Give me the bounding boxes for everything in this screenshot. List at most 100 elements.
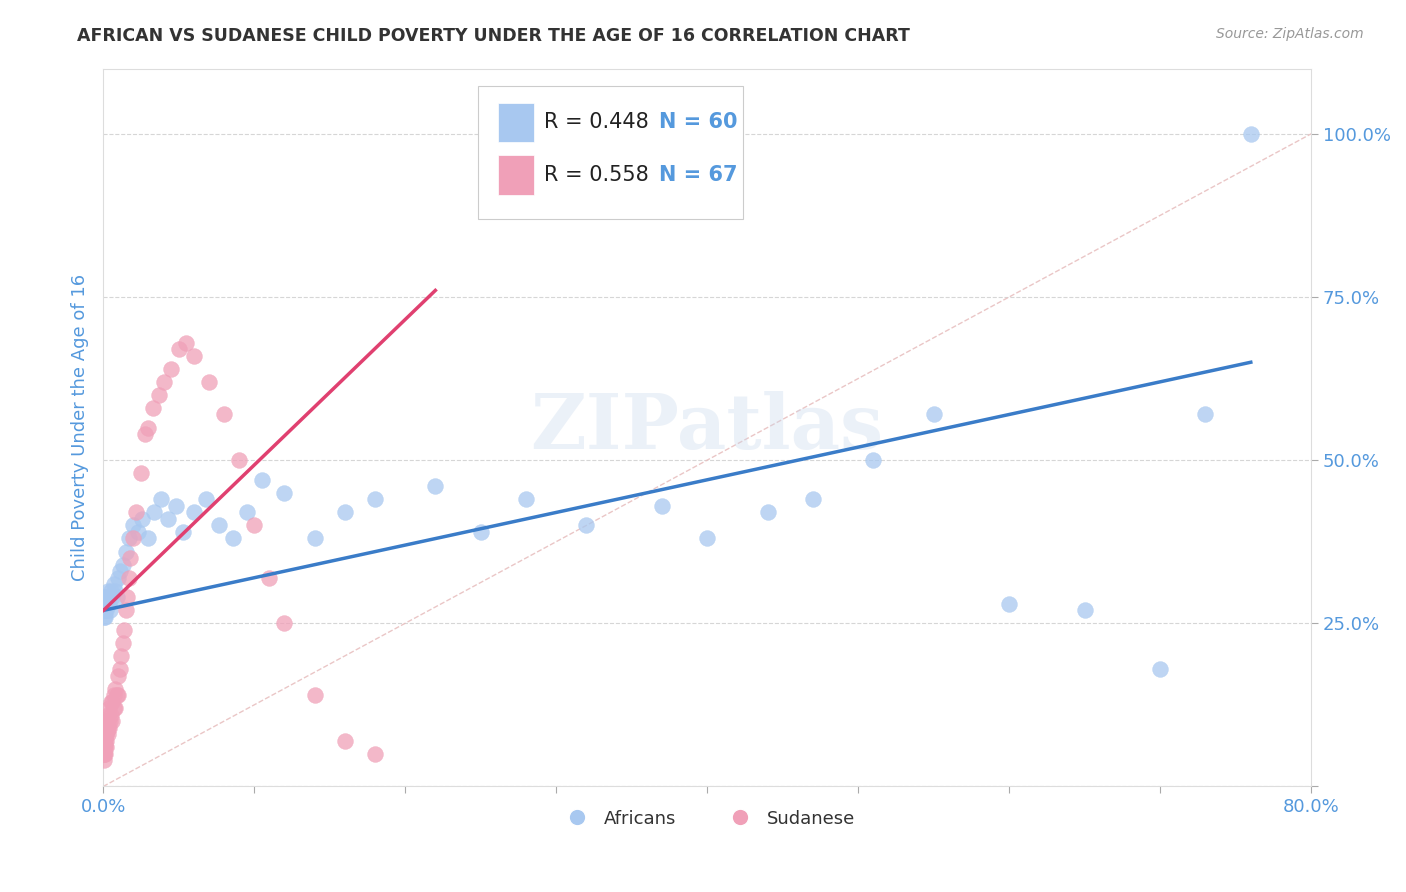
Text: AFRICAN VS SUDANESE CHILD POVERTY UNDER THE AGE OF 16 CORRELATION CHART: AFRICAN VS SUDANESE CHILD POVERTY UNDER … [77,27,910,45]
Point [257,571,280,585]
Point [103,577,125,591]
Point [105,591,128,605]
Point [96,721,118,735]
Point [94,740,117,755]
Point [100,695,122,709]
Point [208,518,231,533]
Point [235,505,257,519]
Point [134,427,156,442]
Point [304,688,326,702]
Point [93,609,115,624]
Point [212,408,235,422]
Point [160,361,183,376]
Y-axis label: Child Poverty Under the Age of 16: Child Poverty Under the Age of 16 [72,274,89,581]
Point [120,551,142,566]
Point [364,492,387,507]
FancyBboxPatch shape [478,87,744,219]
Point [470,524,492,539]
Point [157,512,180,526]
Point [111,558,134,572]
Point [515,492,537,507]
Point [183,505,205,519]
Point [104,701,127,715]
Point [122,518,145,533]
Point [97,714,120,729]
Point [801,492,824,507]
Point [1073,603,1095,617]
Point [103,688,125,702]
Point [922,408,945,422]
Point [333,733,356,747]
Point [94,597,117,611]
Point [129,466,152,480]
Point [107,668,129,682]
Point [118,532,141,546]
Point [998,597,1021,611]
Point [94,609,117,624]
Point [364,747,387,761]
Point [103,701,125,715]
Point [333,505,356,519]
Bar [498,155,534,194]
Point [100,583,122,598]
Point [183,349,205,363]
Point [174,335,197,350]
Point [273,485,295,500]
Point [94,727,117,741]
Point [112,623,135,637]
Point [108,662,131,676]
Point [104,583,127,598]
Point [94,721,117,735]
Point [93,603,115,617]
Point [138,420,160,434]
Point [250,473,273,487]
Point [98,603,121,617]
Point [98,721,121,735]
Point [97,583,120,598]
Point [107,688,129,702]
Point [94,591,117,605]
Point [97,591,120,605]
Point [101,591,124,605]
Point [228,453,250,467]
Point [93,721,115,735]
Point [756,505,779,519]
Point [93,740,115,755]
Point [138,532,160,546]
Point [696,532,718,546]
Point [94,740,117,755]
Point [651,499,673,513]
Point [575,518,598,533]
Point [114,603,136,617]
Point [93,747,115,761]
Point [93,740,115,755]
Text: R = 0.448: R = 0.448 [544,112,648,132]
Point [93,733,115,747]
Point [127,524,149,539]
Point [198,375,221,389]
Point [148,388,170,402]
Point [243,518,266,533]
Point [100,707,122,722]
Point [117,591,139,605]
Text: N = 60: N = 60 [659,112,737,132]
Point [143,505,166,519]
Point [98,714,121,729]
Point [304,532,326,546]
Point [111,636,134,650]
Point [98,701,121,715]
Point [101,695,124,709]
Point [97,727,120,741]
Point [94,733,117,747]
Point [222,532,245,546]
Point [1149,662,1171,676]
Point [93,727,115,741]
Text: ZIPatlas: ZIPatlas [530,391,884,465]
Point [96,597,118,611]
Point [110,648,132,663]
Text: Source: ZipAtlas.com: Source: ZipAtlas.com [1216,27,1364,41]
Point [125,505,148,519]
Point [101,714,124,729]
Point [118,571,141,585]
Point [1194,408,1216,422]
